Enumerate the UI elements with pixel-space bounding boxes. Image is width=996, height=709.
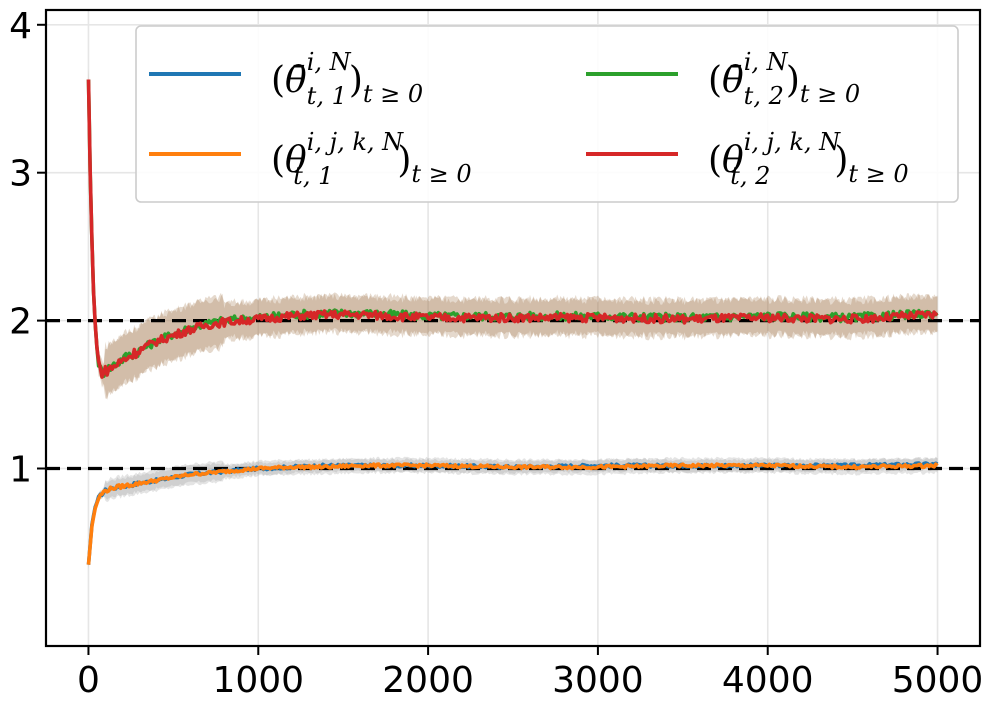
legend-label-part: t ≥ 0 xyxy=(411,160,471,188)
y-tick-label: 4 xyxy=(9,6,32,47)
axis-ticks: 0 1000 2000 3000 4000 5000 1 2 3 4 xyxy=(9,6,983,701)
legend-label-part: θ̄ xyxy=(285,60,307,101)
legend-label-part: ( xyxy=(271,60,285,101)
legend-label-part: t, 1 xyxy=(293,162,333,190)
legend-label-part: θ xyxy=(722,140,744,181)
legend-label-part: ( xyxy=(708,140,722,181)
legend-label-part: ) xyxy=(786,60,800,101)
series-line-theta_particle_1 xyxy=(86,462,939,565)
legend-label-part: ) xyxy=(834,140,848,181)
legend-label-part: i, j, k, N xyxy=(744,128,841,156)
legend-label-part: t ≥ 0 xyxy=(848,160,908,188)
legend-label-theta_particle_2: (θi, j, k, N t, 2)t ≥ 0 xyxy=(708,128,909,190)
y-tick-label: 1 xyxy=(9,450,32,491)
legend-label-part: i, N xyxy=(307,48,352,76)
plot-frame xyxy=(44,8,982,648)
y-tick-label: 2 xyxy=(9,302,32,343)
y-tick-label: 3 xyxy=(9,154,32,195)
legend-label-part: t, 1 xyxy=(307,82,347,110)
legend-label-part: θ xyxy=(285,140,307,181)
legend-label-part: θ̄ xyxy=(722,60,744,101)
x-tick-label: 2000 xyxy=(382,660,474,701)
legend-box xyxy=(135,25,959,203)
legend-label-theta_bar_1: (θ̄i, N t, 1)t ≥ 0 xyxy=(271,48,423,110)
x-tick-label: 3000 xyxy=(552,660,644,701)
legend-label-part: ( xyxy=(708,60,722,101)
legend-label-part: i, N xyxy=(744,48,789,76)
legend-label-theta_particle_1: (θi, j, k, N t, 1)t ≥ 0 xyxy=(271,128,472,190)
x-tick-label: 1000 xyxy=(212,660,304,701)
legend-label-part: ( xyxy=(271,140,285,181)
x-tick-label: 0 xyxy=(77,660,100,701)
legend-label-part: ) xyxy=(397,140,411,181)
series-lines xyxy=(86,79,939,565)
legend-label-part: t, 2 xyxy=(744,82,784,110)
legend-label-part: ) xyxy=(349,60,363,101)
legend-label-theta_bar_2: (θ̄i, N t, 2)t ≥ 0 xyxy=(708,48,860,110)
legend-label-part: t, 2 xyxy=(730,162,770,190)
x-tick-label: 4000 xyxy=(722,660,814,701)
legend-label-part: t ≥ 0 xyxy=(363,80,423,108)
legend-label-part: t ≥ 0 xyxy=(800,80,860,108)
x-tick-label: 5000 xyxy=(892,660,984,701)
legend-label-part: i, j, k, N xyxy=(307,128,404,156)
series-line-theta_particle_2 xyxy=(86,79,939,379)
